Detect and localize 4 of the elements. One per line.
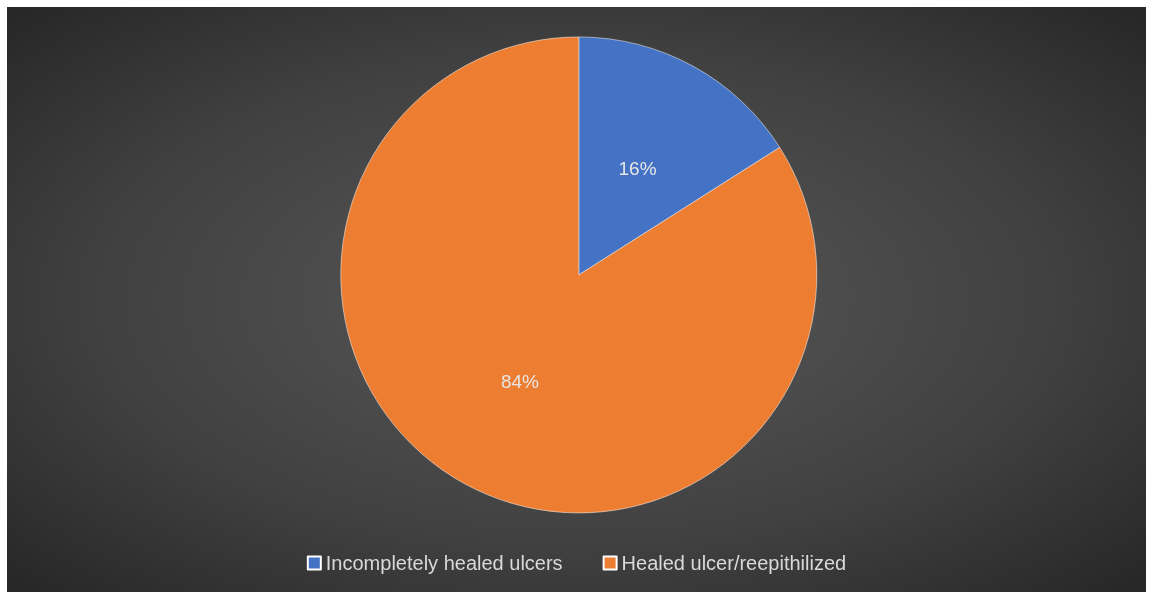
data-label: 16% [618, 157, 657, 179]
legend-label: Incompletely healed ulcers [325, 552, 563, 574]
data-label: 84% [500, 371, 540, 393]
legend-label: Healed ulcer/reepithilized [621, 552, 847, 574]
